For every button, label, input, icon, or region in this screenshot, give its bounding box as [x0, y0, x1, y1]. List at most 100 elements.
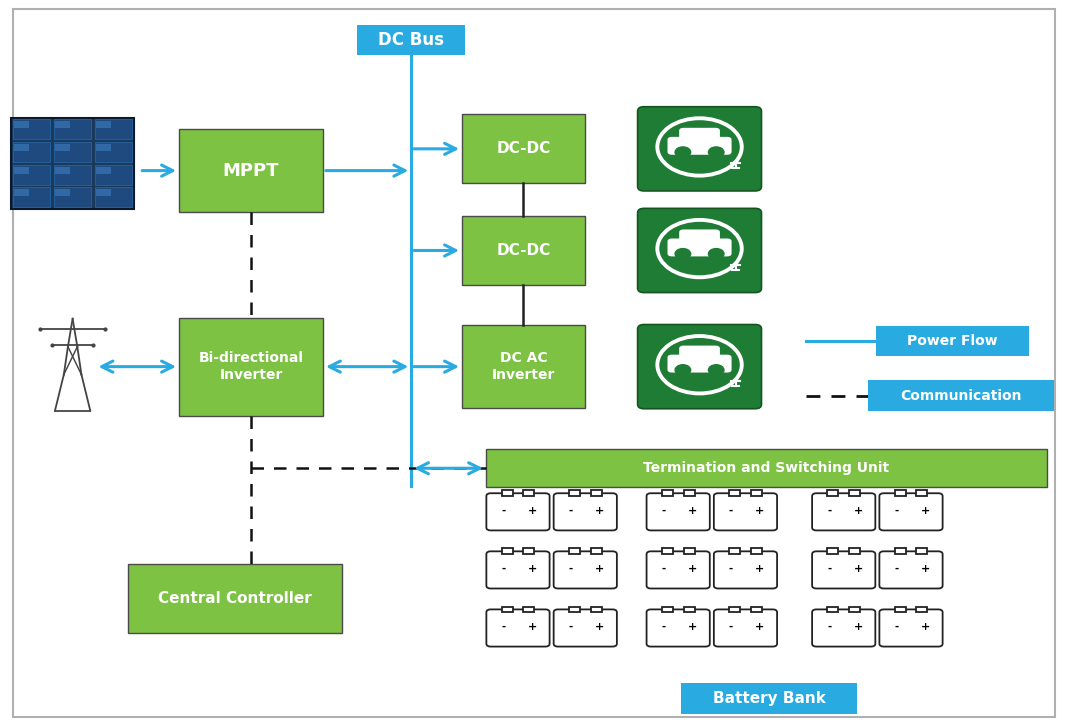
FancyBboxPatch shape [879, 493, 943, 531]
Bar [662, 548, 673, 554]
Text: +: + [853, 506, 863, 515]
Bar [14, 142, 50, 162]
Bar [14, 165, 50, 184]
Bar [486, 449, 1047, 487]
Bar [12, 118, 135, 209]
FancyBboxPatch shape [638, 325, 761, 409]
Bar [56, 189, 69, 196]
Text: -: - [662, 622, 666, 632]
FancyBboxPatch shape [553, 609, 617, 647]
Text: -: - [729, 622, 734, 632]
Bar [895, 548, 906, 554]
Bar [96, 144, 111, 151]
Bar [15, 189, 29, 196]
Bar [95, 165, 132, 184]
Text: +: + [688, 622, 697, 632]
Bar [56, 144, 69, 151]
Bar [56, 121, 69, 129]
Bar [523, 548, 534, 554]
Text: +: + [688, 506, 697, 515]
Text: -: - [895, 564, 899, 574]
FancyBboxPatch shape [868, 380, 1054, 411]
Circle shape [708, 364, 724, 375]
FancyBboxPatch shape [486, 609, 550, 647]
FancyBboxPatch shape [812, 493, 876, 531]
FancyBboxPatch shape [876, 326, 1030, 356]
Bar [14, 119, 50, 139]
Text: Battery Bank: Battery Bank [712, 691, 826, 706]
Bar [729, 548, 740, 554]
Bar [828, 606, 838, 612]
FancyBboxPatch shape [679, 128, 720, 144]
FancyBboxPatch shape [638, 208, 761, 293]
Bar [828, 548, 838, 554]
Bar [729, 490, 740, 496]
Text: DC AC
Inverter: DC AC Inverter [491, 351, 555, 383]
Text: +: + [755, 622, 765, 632]
Bar [502, 606, 513, 612]
Text: +: + [595, 564, 604, 574]
Bar [895, 606, 906, 612]
Text: -: - [895, 506, 899, 515]
Bar [849, 606, 860, 612]
Text: -: - [729, 506, 734, 515]
Bar [502, 490, 513, 496]
FancyBboxPatch shape [638, 107, 761, 191]
Bar [15, 144, 29, 151]
Text: -: - [502, 564, 506, 574]
Bar [569, 548, 580, 554]
Text: +: + [755, 564, 765, 574]
FancyBboxPatch shape [128, 565, 342, 633]
Bar [591, 490, 601, 496]
Bar [15, 121, 29, 129]
Text: +: + [853, 622, 863, 632]
Circle shape [675, 248, 691, 259]
Circle shape [675, 364, 691, 375]
FancyBboxPatch shape [553, 551, 617, 589]
Bar [569, 606, 580, 612]
Bar [95, 187, 132, 208]
Bar [96, 167, 111, 174]
FancyBboxPatch shape [879, 609, 943, 647]
FancyBboxPatch shape [357, 25, 466, 55]
Bar [828, 490, 838, 496]
Text: Central Controller: Central Controller [158, 592, 312, 606]
Text: +: + [528, 506, 537, 515]
Text: +: + [688, 564, 697, 574]
Bar [502, 548, 513, 554]
Bar [54, 187, 91, 208]
Bar [916, 606, 927, 612]
FancyBboxPatch shape [713, 609, 778, 647]
Text: -: - [729, 564, 734, 574]
Bar [96, 121, 111, 129]
Text: -: - [662, 564, 666, 574]
Text: Communication: Communication [900, 388, 1022, 403]
Bar [684, 606, 694, 612]
Bar [54, 165, 91, 184]
FancyBboxPatch shape [461, 216, 585, 285]
Circle shape [708, 147, 724, 158]
FancyBboxPatch shape [646, 609, 710, 647]
Bar [523, 606, 534, 612]
Bar [662, 606, 673, 612]
Bar [662, 490, 673, 496]
Bar [591, 606, 601, 612]
Text: +: + [595, 622, 604, 632]
FancyBboxPatch shape [713, 551, 778, 589]
Bar [54, 119, 91, 139]
Text: MPPT: MPPT [223, 162, 279, 179]
Text: +: + [528, 622, 537, 632]
FancyBboxPatch shape [668, 355, 732, 372]
Bar [684, 490, 694, 496]
FancyBboxPatch shape [646, 493, 710, 531]
Text: +: + [921, 564, 930, 574]
Bar [591, 548, 601, 554]
Circle shape [708, 248, 724, 259]
Bar [523, 490, 534, 496]
Text: -: - [569, 564, 574, 574]
Text: -: - [569, 506, 574, 515]
FancyBboxPatch shape [646, 551, 710, 589]
FancyBboxPatch shape [679, 229, 720, 245]
FancyBboxPatch shape [553, 493, 617, 531]
Text: -: - [662, 506, 666, 515]
